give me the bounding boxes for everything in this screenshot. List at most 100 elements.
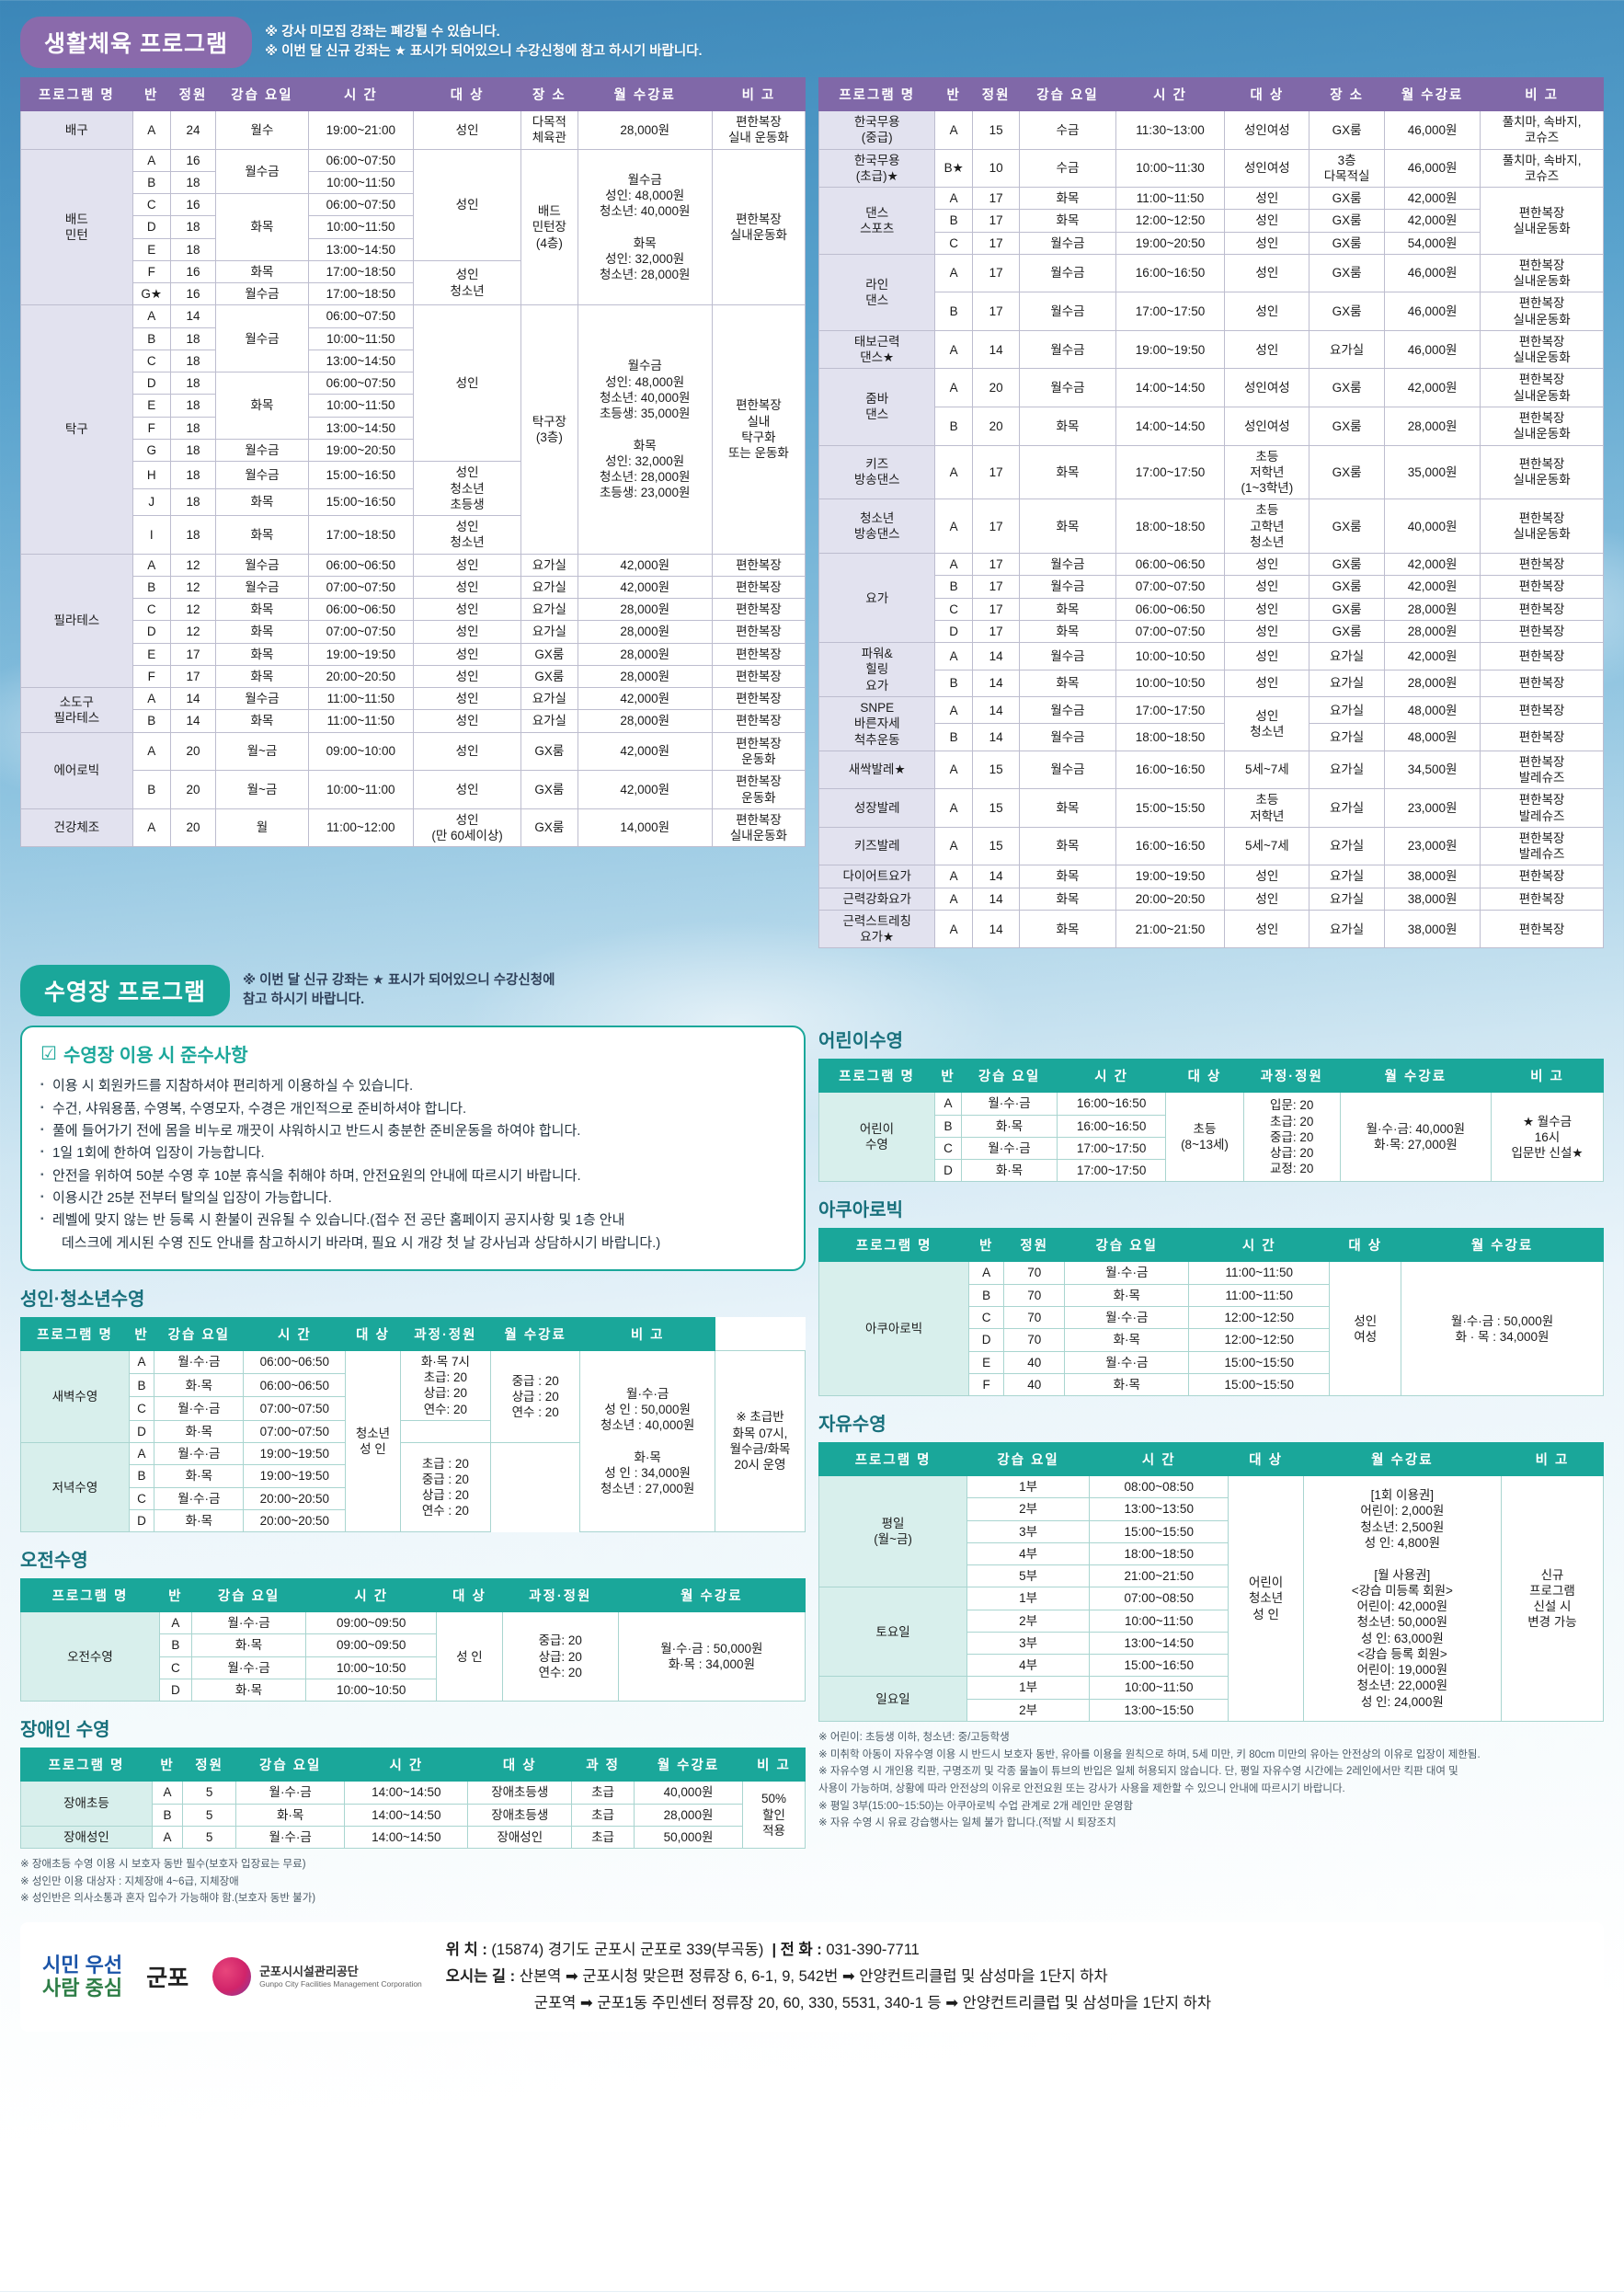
table-cell: A xyxy=(934,187,973,211)
table-row: B 화·목 19:00~19:50 xyxy=(21,1464,806,1488)
sports-note-1: ※ 강사 미모집 강좌는 폐강될 수 있습니다. xyxy=(264,24,500,40)
table-cell: 편한복장 발레슈즈 xyxy=(1480,750,1604,790)
table-row: 2부 13:00~15:50 xyxy=(819,1698,1604,1723)
table-cell: 13:00~14:50 xyxy=(1089,1631,1229,1656)
table-cell: A xyxy=(132,148,171,172)
table-cell: 40 xyxy=(1003,1350,1066,1374)
table-cell: 월수금 xyxy=(1019,253,1116,293)
table-cell: 07:00~07:50 xyxy=(243,1396,347,1421)
table-cell: 4부 xyxy=(966,1541,1091,1566)
column-header: 강습 요일 xyxy=(961,1059,1058,1094)
table-cell: 성인여성 xyxy=(1224,406,1310,446)
swim-notice-box: ☑ 수영장 이용 시 준수사항 이용 시 회원카드를 지참하셔야 편리하게 이용… xyxy=(20,1026,806,1271)
table-cell: 편한복장 발레슈즈 xyxy=(1480,826,1604,866)
table-cell: 편한복장 xyxy=(1480,695,1604,725)
table-cell: 라인 댄스 xyxy=(818,253,936,331)
table-cell: A xyxy=(934,499,973,555)
table-cell: 화·목 xyxy=(1064,1372,1190,1397)
table-cell: 18 xyxy=(169,416,217,440)
table-cell: 19:00~21:00 xyxy=(307,110,415,150)
table-cell: 에어로빅 xyxy=(20,731,133,809)
table-cell: 월수금 xyxy=(1019,723,1116,751)
check-icon: ☑ xyxy=(40,1044,57,1065)
column-header: 장 소 xyxy=(520,77,578,111)
table-cell: E xyxy=(132,642,171,666)
sports-section-header: 생활체육 프로그램 ※ 강사 미모집 강좌는 폐강될 수 있습니다. ※ 이번 … xyxy=(20,17,1604,68)
column-header: 비 고 xyxy=(1491,1059,1604,1094)
table-cell: B xyxy=(132,327,171,350)
column-header: 시 간 xyxy=(243,1316,347,1351)
column-header: 비 고 xyxy=(741,1748,806,1782)
table-cell: A xyxy=(934,110,973,150)
table-cell: F xyxy=(132,259,171,284)
table-row: B 14 화목 11:00~11:50 성인 요가실 28,000원 편한복장 xyxy=(21,709,806,733)
table-cell: 14 xyxy=(971,723,1021,751)
table-row: 4부 15:00~16:50 xyxy=(819,1654,1604,1678)
table-cell: 월·수·금 xyxy=(154,1349,245,1375)
table-cell: 17 xyxy=(169,642,217,666)
table-row: 한국무용 (초급)★ B★ 10 수금 10:00~11:30 성인여성 3층 다목적실 46… xyxy=(818,148,1604,189)
table-row: 에어로빅 A 20 월~금 09:00~10:00 성인 GX룸 42,000원 편한복장 운동… xyxy=(20,731,806,809)
table-cell: 수금 xyxy=(1019,110,1116,150)
table-row: F 40 화·목 15:00~15:50 xyxy=(819,1372,1604,1397)
table-row: 태보근력 댄스★ A 14 월수금 19:00~19:50 성인 요가실 46,000원 편한복… xyxy=(818,329,1604,370)
table-cell: 06:00~06:50 xyxy=(1115,553,1226,577)
table-cell: D xyxy=(933,1159,963,1183)
table-row: 요가 A 17 월수금 06:00~06:50 성인 GX룸 42,000원 편한복장 xyxy=(818,553,1604,644)
column-header: 강습 요일 xyxy=(966,1442,1091,1477)
table-cell: 성인여성 xyxy=(1224,368,1310,407)
column-header: 프로그램 명 xyxy=(20,1578,160,1613)
table-cell: 09:00~10:00 xyxy=(307,731,415,772)
phone-label: | 전 화 : xyxy=(772,1941,822,1958)
table-row: B 70 화·목 11:00~11:50 xyxy=(819,1283,1604,1308)
table-cell: 화목 xyxy=(215,193,309,261)
table-cell: 5세~7세 xyxy=(1224,826,1310,866)
table-cell: F xyxy=(132,664,171,689)
table-cell: 화목 xyxy=(1019,619,1116,644)
table-cell: G★ xyxy=(132,282,171,306)
table-cell: 07:00~07:50 xyxy=(1115,619,1226,644)
table-cell: 10:00~11:50 xyxy=(1089,1609,1229,1633)
table-cell: 청소년 성 인 xyxy=(345,1349,401,1533)
table-row: 배드 민턴 A 16 월수금 06:00~07:50 성인 배드 민턴장 (4층) 월수금 성… xyxy=(20,148,806,306)
column-header: 비 고 xyxy=(1500,1442,1605,1477)
table-cell: GX룸 xyxy=(1309,553,1385,577)
table-cell: 필라테스 xyxy=(20,553,133,689)
table-cell: 16 xyxy=(169,259,217,284)
footnote: ※ 자유 수영 시 유료 강습행사는 일체 불가 합니다.(적발 시 퇴장조치 xyxy=(818,1817,1116,1829)
table-cell: 월~금 xyxy=(215,731,309,772)
table-cell: 성인 xyxy=(1224,231,1310,255)
table-cell: 07:00~07:50 xyxy=(307,575,415,600)
table-cell: 성인 xyxy=(1224,865,1310,888)
table-cell: 화목 xyxy=(1019,499,1116,555)
table-cell: 편한복장 실내 탁구화 또는 운동화 xyxy=(711,304,806,555)
table-cell: 월·수·금 xyxy=(1064,1306,1190,1330)
table-cell: 14 xyxy=(971,887,1021,911)
table-cell: 요가실 xyxy=(1309,865,1385,888)
table-cell: 06:00~06:50 xyxy=(243,1373,347,1398)
table-cell: 48,000원 xyxy=(1383,723,1481,751)
table-row: 다이어트요가 A 14 화목 19:00~19:50 성인 요가실 38,000원 편한복장 xyxy=(818,865,1604,888)
table-cell: 화목 xyxy=(215,372,309,440)
table-cell: 성인 xyxy=(413,110,522,150)
table-cell: 14 xyxy=(971,909,1021,949)
table-row: 저녁수영 A 월·수·금 19:00~19:50 초급 : 20 중급 : 20 상급 … xyxy=(20,1442,806,1533)
table-row: C 17 화목 06:00~06:50 성인 GX룸 28,000원 편한복장 xyxy=(819,597,1604,621)
table-cell: 28,000원 xyxy=(577,642,713,666)
gunpo-wordmark: 군포 xyxy=(146,1965,189,1992)
table-cell: 20:00~20:50 xyxy=(307,664,415,689)
table-cell: 28,000원 xyxy=(1383,619,1481,644)
table-cell: 요가실 xyxy=(1309,788,1385,828)
table-cell: 42,000원 xyxy=(1383,187,1481,211)
table-cell: 편한복장 실내운동화 xyxy=(1480,292,1604,331)
table-cell: 10:00~11:50 xyxy=(307,215,415,239)
route-1: 산본역 ➡ 군포시청 맞은편 정류장 6, 6-1, 9, 542번 ➡ 안양컨… xyxy=(519,1967,1108,1985)
column-header: 강습 요일 xyxy=(154,1316,245,1351)
table-cell: 5 xyxy=(182,1825,237,1850)
